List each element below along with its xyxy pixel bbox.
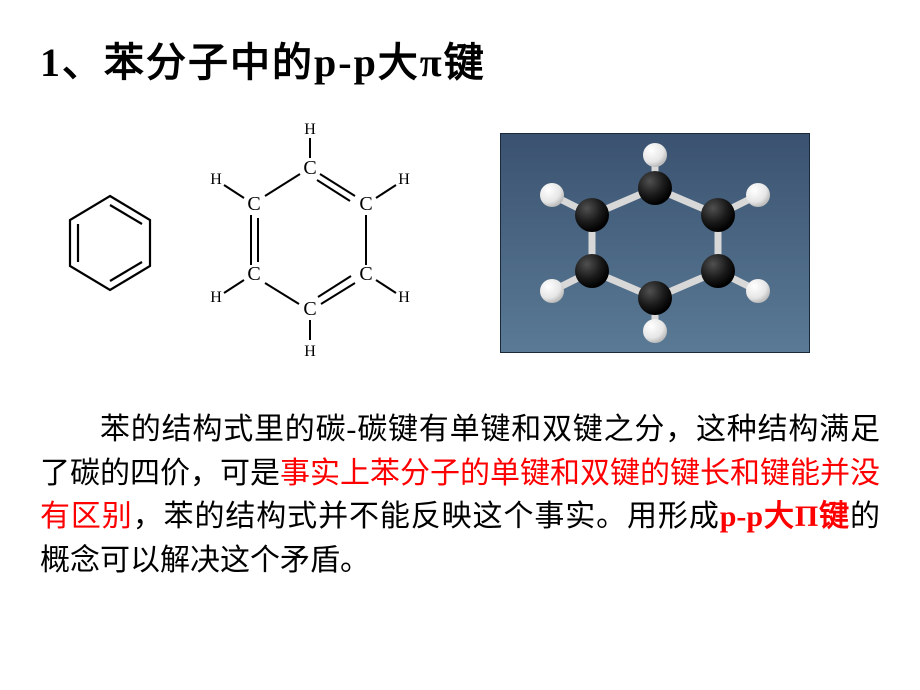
slide: 1、苯分子中的p-p大π键 C xyxy=(0,0,920,690)
benzene-simple-diagram xyxy=(60,188,160,298)
para-seg3: ，苯的结构式并不能反映这个事实。用形成 xyxy=(133,500,720,533)
atom-h: H xyxy=(398,289,410,306)
benzene-model-photo xyxy=(500,133,810,353)
benzene-kekule-diagram: C C C C C C xyxy=(190,118,430,368)
atom-h: H xyxy=(210,289,222,306)
atom-c: C xyxy=(247,263,260,285)
body-paragraph: 苯的结构式里的碳-碳键有单键和双键之分，这种结构满足了碳的四价，可是事实上苯分子… xyxy=(40,408,880,582)
atom-c: C xyxy=(359,193,372,215)
atom-c: C xyxy=(359,263,372,285)
atom-h: H xyxy=(304,343,316,360)
para-seg4-highlight: p-p大Π键 xyxy=(720,500,850,533)
atom-c: C xyxy=(303,298,316,320)
atom-c: C xyxy=(247,193,260,215)
figures-row: C C C C C C xyxy=(60,118,880,368)
atom-h: H xyxy=(304,121,316,138)
atom-h: H xyxy=(210,171,222,188)
atom-h: H xyxy=(398,171,410,188)
slide-title: 1、苯分子中的p-p大π键 xyxy=(40,30,880,88)
atom-c: C xyxy=(303,157,316,179)
